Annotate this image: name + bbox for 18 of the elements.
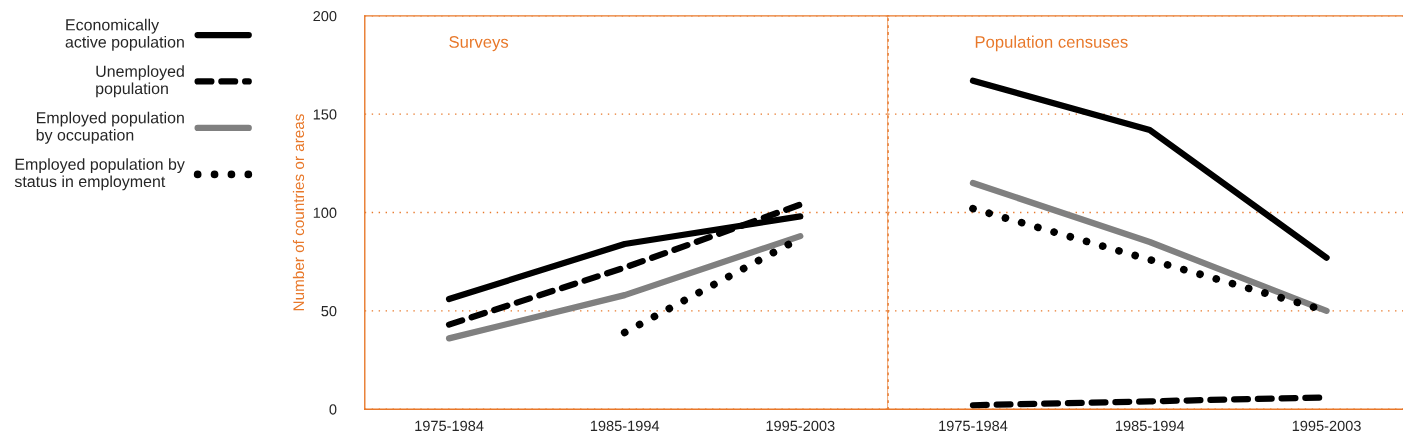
y-tick-label: 200	[313, 10, 337, 22]
y-tick-label: 0	[329, 404, 337, 415]
x-tick-label: 1995-2003	[766, 420, 835, 432]
legend-label: Economically active population	[65, 18, 184, 51]
x-tick-label: 1985-1994	[590, 420, 660, 432]
text: Population censuses	[975, 35, 1128, 52]
y-axis-title: Number of countries or areas	[292, 114, 305, 311]
x-tick-label: 1975-1984	[415, 420, 484, 432]
text: Surveys	[449, 36, 509, 52]
x-tick-label: 1995-2003	[1292, 420, 1361, 432]
legend-label: Employed population by occupation	[36, 111, 184, 144]
y-tick-label: 150	[313, 109, 337, 120]
legend-label: Unemployed population	[96, 65, 184, 98]
y-tick-label: 100	[313, 207, 337, 218]
legend-label: Employed population by status in employment	[14, 158, 185, 191]
x-tick-label: 1975-1984	[939, 420, 1008, 432]
x-tick-label: 1985-1994	[1116, 420, 1185, 432]
y-tick-label: 50	[321, 305, 337, 317]
